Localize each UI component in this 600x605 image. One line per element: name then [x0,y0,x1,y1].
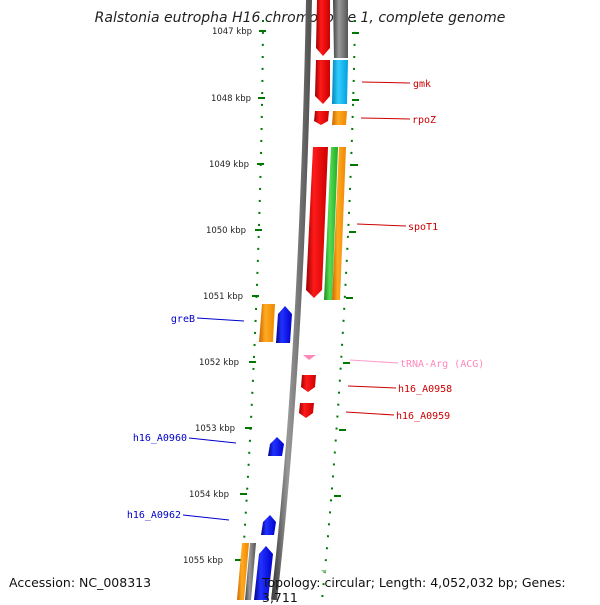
scale-tick-label: 1049 kbp [209,160,249,170]
scale-tick-label: 1054 kbp [189,490,229,500]
gene-rpoZ-orange [332,111,347,125]
genome-summary-text: Topology: circular; Length: 4,052,032 bp… [262,575,566,605]
label-gmk: gmk [413,79,431,90]
gene-greB-orange [259,304,275,342]
gene-bottom-blue [254,546,273,600]
leader-greB [196,317,245,322]
label-h16-a0958: h16_A0958 [398,384,452,395]
label-rpoZ: rpoZ [412,115,436,126]
gene-top-red [316,0,330,56]
map-title: Ralstonia eutropha H16 chromosome 1, com… [94,10,506,26]
leader-gmk [361,81,411,84]
label-h16-a0962: h16_A0962 [127,510,181,521]
gene-rpoZ-red [314,111,329,125]
gene-spoT1-green [324,147,338,300]
chromosome-backbone [271,0,312,600]
gene-spoT1-orange [332,147,346,300]
leader-trna [349,359,399,364]
scale-tick-label: 1052 kbp [199,358,239,368]
outer-guide-line [321,19,356,600]
gene-bottom-orange [237,543,249,600]
gene-h16-a0962 [261,515,276,535]
gene-gmk-cyan [332,60,348,104]
gene-greB-blue [276,306,292,343]
accession-text: Accession: NC_008313 [9,575,152,590]
leader-rpoZ [360,117,411,120]
leader-a0960 [188,437,237,444]
scale-tick-label: 1050 kbp [206,226,246,236]
gene-spoT1-red [306,147,328,298]
label-greB: greB [171,314,195,325]
gene-h16-a0958 [301,375,316,392]
gene-h16-a0959 [299,403,314,418]
label-spoT1: spoT1 [408,222,438,233]
label-h16-a0960: h16_A0960 [133,433,187,444]
gene-h16-a0960 [268,437,284,456]
leader-spoT1 [356,223,407,227]
scale-tick-label: 1048 kbp [211,94,251,104]
scale-tick-label: 1055 kbp [183,556,223,566]
scale-tick-label: 1051 kbp [203,292,243,302]
gene-gmk-red [315,60,330,104]
scale-ticks: 1047 kbp 1048 kbp 1049 kbp 1050 kbp 1051… [183,27,266,566]
scale-ruler [239,19,264,600]
leader-a0962 [182,514,230,521]
leader-a0959 [345,411,395,416]
gene-top-gray [333,0,348,58]
gene-bottom-gray [245,543,256,600]
scale-tick-label: 1047 kbp [212,27,252,37]
scale-tick-label: 1053 kbp [195,424,235,434]
label-leaders [182,81,411,521]
label-trna: tRNA-Arg (ACG) [400,359,484,370]
label-h16-a0959: h16_A0959 [396,411,450,422]
outer-ticks [334,32,359,497]
gene-trna [303,355,316,360]
gene-bottom-small [321,570,327,573]
leader-a0958 [347,385,397,389]
